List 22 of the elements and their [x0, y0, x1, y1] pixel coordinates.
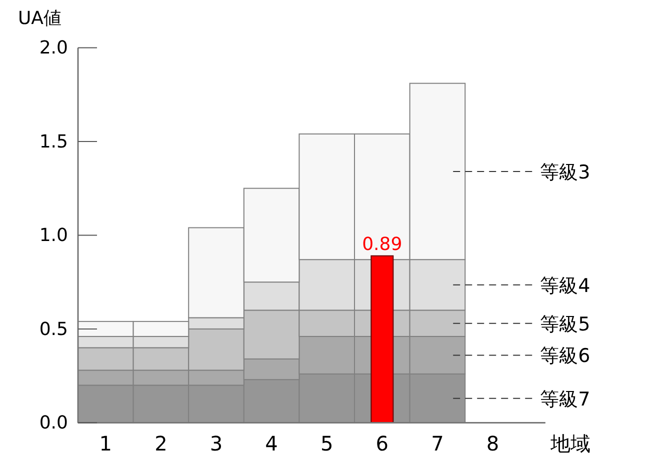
- text: 等級3: [540, 161, 590, 184]
- y-tick-label: 1.5: [39, 131, 68, 152]
- x-tick-label: 1: [99, 432, 112, 456]
- x-tick-label: 5: [320, 432, 334, 456]
- y-tick-label: 0.0: [39, 412, 68, 434]
- x-tick-label: 6: [376, 432, 389, 456]
- x-tick-label: 7: [431, 432, 444, 456]
- text: 等級6: [540, 345, 590, 368]
- data-label: 0.89: [362, 234, 402, 255]
- y-axis-title: UA値: [18, 8, 62, 29]
- text: 等級4: [540, 274, 590, 297]
- y-tick-label: 1.0: [39, 225, 68, 246]
- text: 等級5: [540, 313, 590, 336]
- text: 等級7: [540, 388, 590, 410]
- bar: [370, 255, 394, 424]
- y-tick-label: 0.5: [39, 318, 68, 340]
- x-tick-label: 2: [154, 432, 168, 456]
- x-axis-title: 地域: [549, 432, 590, 456]
- x-tick-label: 8: [486, 432, 500, 456]
- x-tick-label: 3: [210, 432, 223, 456]
- x-tick-label: 4: [265, 432, 278, 456]
- y-tick-label: 2.0: [39, 38, 68, 59]
